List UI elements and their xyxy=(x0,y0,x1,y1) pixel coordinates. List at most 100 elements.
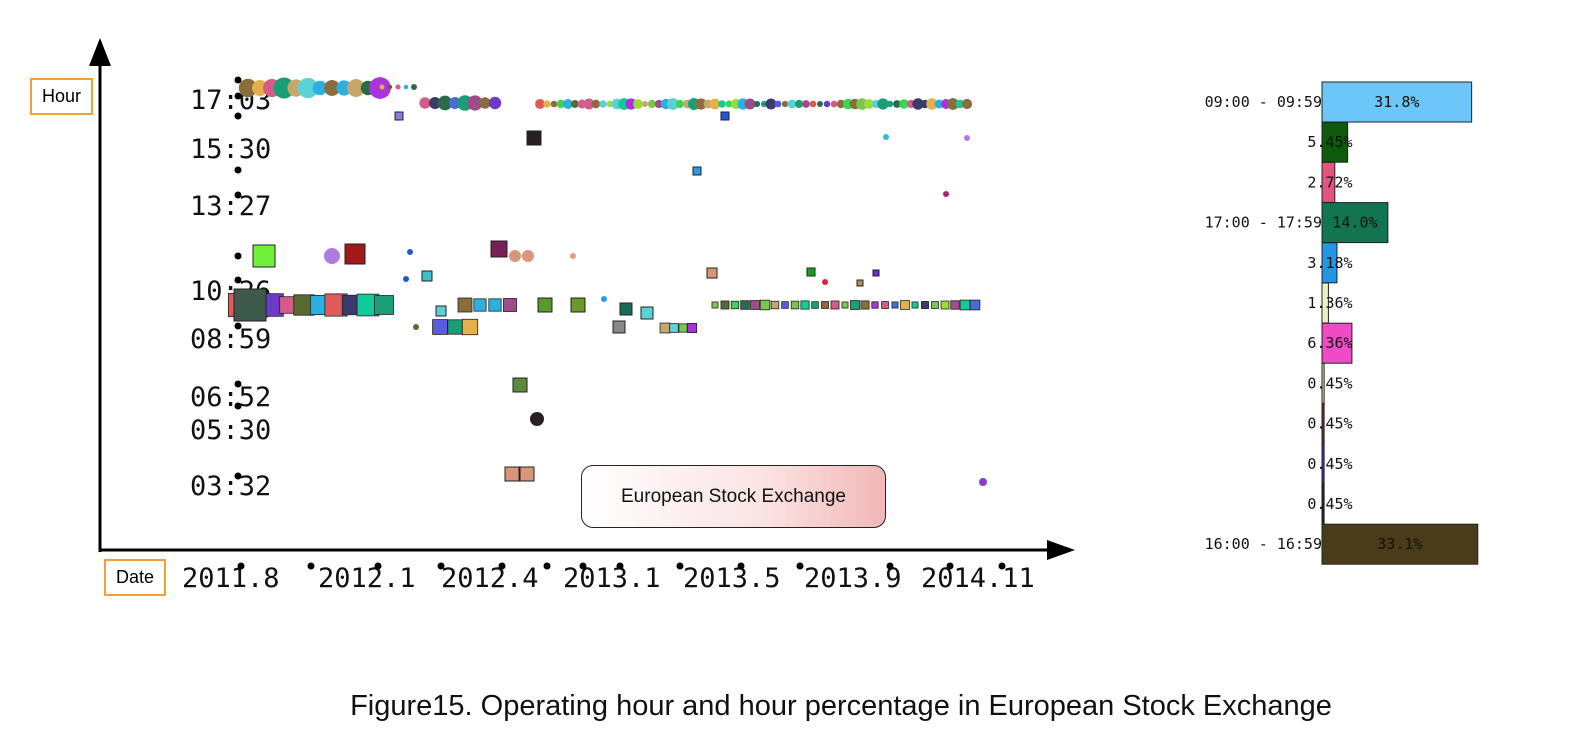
data-point xyxy=(336,80,352,96)
tick-dot xyxy=(234,191,242,199)
data-point xyxy=(556,99,566,109)
data-point xyxy=(537,297,553,313)
tick-dot xyxy=(237,562,245,570)
data-point xyxy=(770,300,780,310)
data-point xyxy=(625,98,637,110)
data-point xyxy=(802,100,810,108)
data-point xyxy=(692,166,702,176)
data-point xyxy=(706,267,718,279)
tick-dot xyxy=(234,112,242,120)
bar-value-label: 3.18% xyxy=(1307,254,1352,272)
data-point xyxy=(718,100,726,108)
data-point xyxy=(955,99,965,109)
data-point xyxy=(709,98,721,110)
y-tick-label: 08:59 xyxy=(190,324,271,355)
data-point xyxy=(947,98,959,110)
data-point xyxy=(435,305,447,317)
data-point xyxy=(387,84,393,90)
bar xyxy=(1321,81,1473,123)
data-point xyxy=(530,412,544,426)
data-point xyxy=(619,302,633,316)
data-point xyxy=(659,322,671,334)
x-axis-label: Date xyxy=(104,559,167,596)
data-point xyxy=(856,279,864,287)
data-point xyxy=(429,97,441,109)
tick-dot xyxy=(998,562,1006,570)
bar-category-label: 09:00 - 09:59 xyxy=(1205,93,1322,111)
data-point xyxy=(407,249,413,255)
data-point xyxy=(759,299,771,311)
y-tick-label: 13:27 xyxy=(190,191,271,222)
data-point xyxy=(774,100,782,108)
data-point xyxy=(467,95,483,111)
data-point xyxy=(488,298,502,312)
bar-value-label: 0.45% xyxy=(1307,495,1352,513)
data-point xyxy=(943,191,949,197)
tick-dot xyxy=(437,562,445,570)
data-point xyxy=(969,299,981,311)
data-point xyxy=(809,100,817,108)
data-point xyxy=(421,270,433,282)
data-point xyxy=(883,134,889,140)
data-point xyxy=(753,100,761,108)
data-point xyxy=(940,300,950,310)
bar-value-label: 14.0% xyxy=(1332,214,1377,232)
data-point xyxy=(893,100,901,108)
bar-value-label: 0.45% xyxy=(1307,374,1352,392)
data-point xyxy=(806,267,816,277)
data-point xyxy=(379,84,385,90)
bar-category-label: 17:00 - 17:59 xyxy=(1205,214,1322,232)
figure-caption: Figure15. Operating hour and hour percen… xyxy=(350,690,1332,722)
data-point xyxy=(324,248,340,264)
data-point xyxy=(686,322,698,334)
tick-dot xyxy=(234,76,242,84)
y-tick-label: 06:52 xyxy=(190,382,271,413)
data-point xyxy=(881,301,889,309)
data-point xyxy=(526,130,542,146)
data-point xyxy=(403,84,409,90)
data-point xyxy=(667,98,679,110)
tick-dot xyxy=(737,562,745,570)
data-point xyxy=(324,80,340,96)
legend: European Stock Exchange xyxy=(581,465,886,528)
data-point xyxy=(872,269,880,277)
data-point xyxy=(959,299,971,311)
data-point xyxy=(457,297,473,313)
data-point xyxy=(473,298,487,312)
data-point xyxy=(823,100,831,108)
data-point xyxy=(891,301,899,309)
data-point xyxy=(570,253,576,259)
data-point xyxy=(490,240,508,258)
data-point xyxy=(744,98,756,110)
tick-dot xyxy=(234,166,242,174)
x-axis-arrow xyxy=(1047,540,1075,560)
data-point xyxy=(926,98,938,110)
data-point xyxy=(830,300,840,310)
bar-value-label: 6.36% xyxy=(1307,334,1352,352)
data-point xyxy=(871,301,879,309)
data-point xyxy=(979,478,987,486)
bar-value-label: 2.72% xyxy=(1307,173,1352,191)
bar xyxy=(1321,202,1389,244)
data-point xyxy=(413,324,419,330)
x-tick-label: 2014.11 xyxy=(921,563,1035,594)
tick-dot xyxy=(234,322,242,330)
x-tick-label: 2013.5 xyxy=(683,563,781,594)
tick-dot xyxy=(234,380,242,388)
data-point xyxy=(669,323,679,333)
data-point xyxy=(850,300,860,310)
y-tick-label: 03:32 xyxy=(190,471,271,502)
tick-dot xyxy=(543,562,551,570)
data-point xyxy=(790,300,800,310)
data-point xyxy=(695,98,707,110)
data-point xyxy=(509,250,521,262)
data-point xyxy=(447,319,463,335)
data-point xyxy=(312,80,328,96)
data-point xyxy=(233,288,267,322)
data-point xyxy=(877,98,889,110)
data-point xyxy=(961,98,973,110)
data-point xyxy=(571,100,579,108)
x-tick-label: 2011.8 xyxy=(182,563,280,594)
data-point xyxy=(641,100,649,108)
data-point xyxy=(519,466,535,482)
